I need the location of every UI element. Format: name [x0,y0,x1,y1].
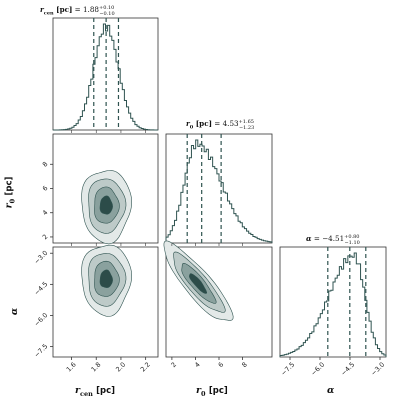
hist-frame-alpha [279,246,387,358]
xtick-label-alpha-3: −3.0 [369,361,386,378]
ytick-label-r_0-0: 2 [41,233,50,242]
xtick-label-alpha-0: −7.5 [279,361,296,378]
xtick-label-r_cen-0: 1.6 [65,361,78,374]
ylabel-r0: r0 [pc] [3,176,17,209]
ylabel-alpha: α [9,307,21,316]
hist-steps-r_cen [52,23,159,131]
ytick-label-r_0-3: 8 [41,160,50,169]
xlabel-r0: r0 [pc] [196,385,228,398]
xtick-label-r_0-1: 4 [193,361,202,370]
xlabel-alpha: α [327,385,335,396]
xtick-label-r_cen-3: 2.2 [139,361,152,374]
xtick-label-alpha-2: −4.5 [339,361,356,378]
xtick-label-r_cen-1: 1.8 [90,361,103,374]
title-r0: r0 [pc] = 4.53+1.65−1.23 [186,118,255,131]
title-alpha: α = −4.51+0.80−1.10 [306,233,360,246]
xtick-label-r_0-2: 6 [217,361,226,370]
xtick-label-r_cen-2: 2.0 [114,361,127,374]
xtick-label-r_0-3: 8 [240,361,249,370]
xtick-label-alpha-1: −6.0 [309,361,326,378]
hist-frame-r_0 [165,133,273,244]
ytick-label-alpha-2: −4.5 [33,280,50,297]
xtick-label-r_0-0: 2 [170,361,179,370]
xlabel-rcen: rcen [pc] [75,385,116,398]
contour-level-4-r_cen-alpha [99,269,113,288]
ytick-label-alpha-0: −7.5 [33,342,50,359]
contour-level-4-r_cen-r_0 [99,195,113,215]
hist-steps-alpha [279,252,387,357]
ytick-label-r_0-2: 6 [41,184,50,193]
ytick-label-r_0-1: 4 [41,208,50,217]
hist-steps-r_0 [165,139,273,243]
ytick-label-alpha-3: −3.0 [33,249,50,266]
title-rcen: rcen [pc] = 1.88+0.10−0.10 [40,4,115,17]
contour-level-4-r_0-alpha [189,273,207,294]
hist-frame-r_cen [52,17,159,131]
ytick-label-alpha-1: −6.0 [33,311,50,328]
